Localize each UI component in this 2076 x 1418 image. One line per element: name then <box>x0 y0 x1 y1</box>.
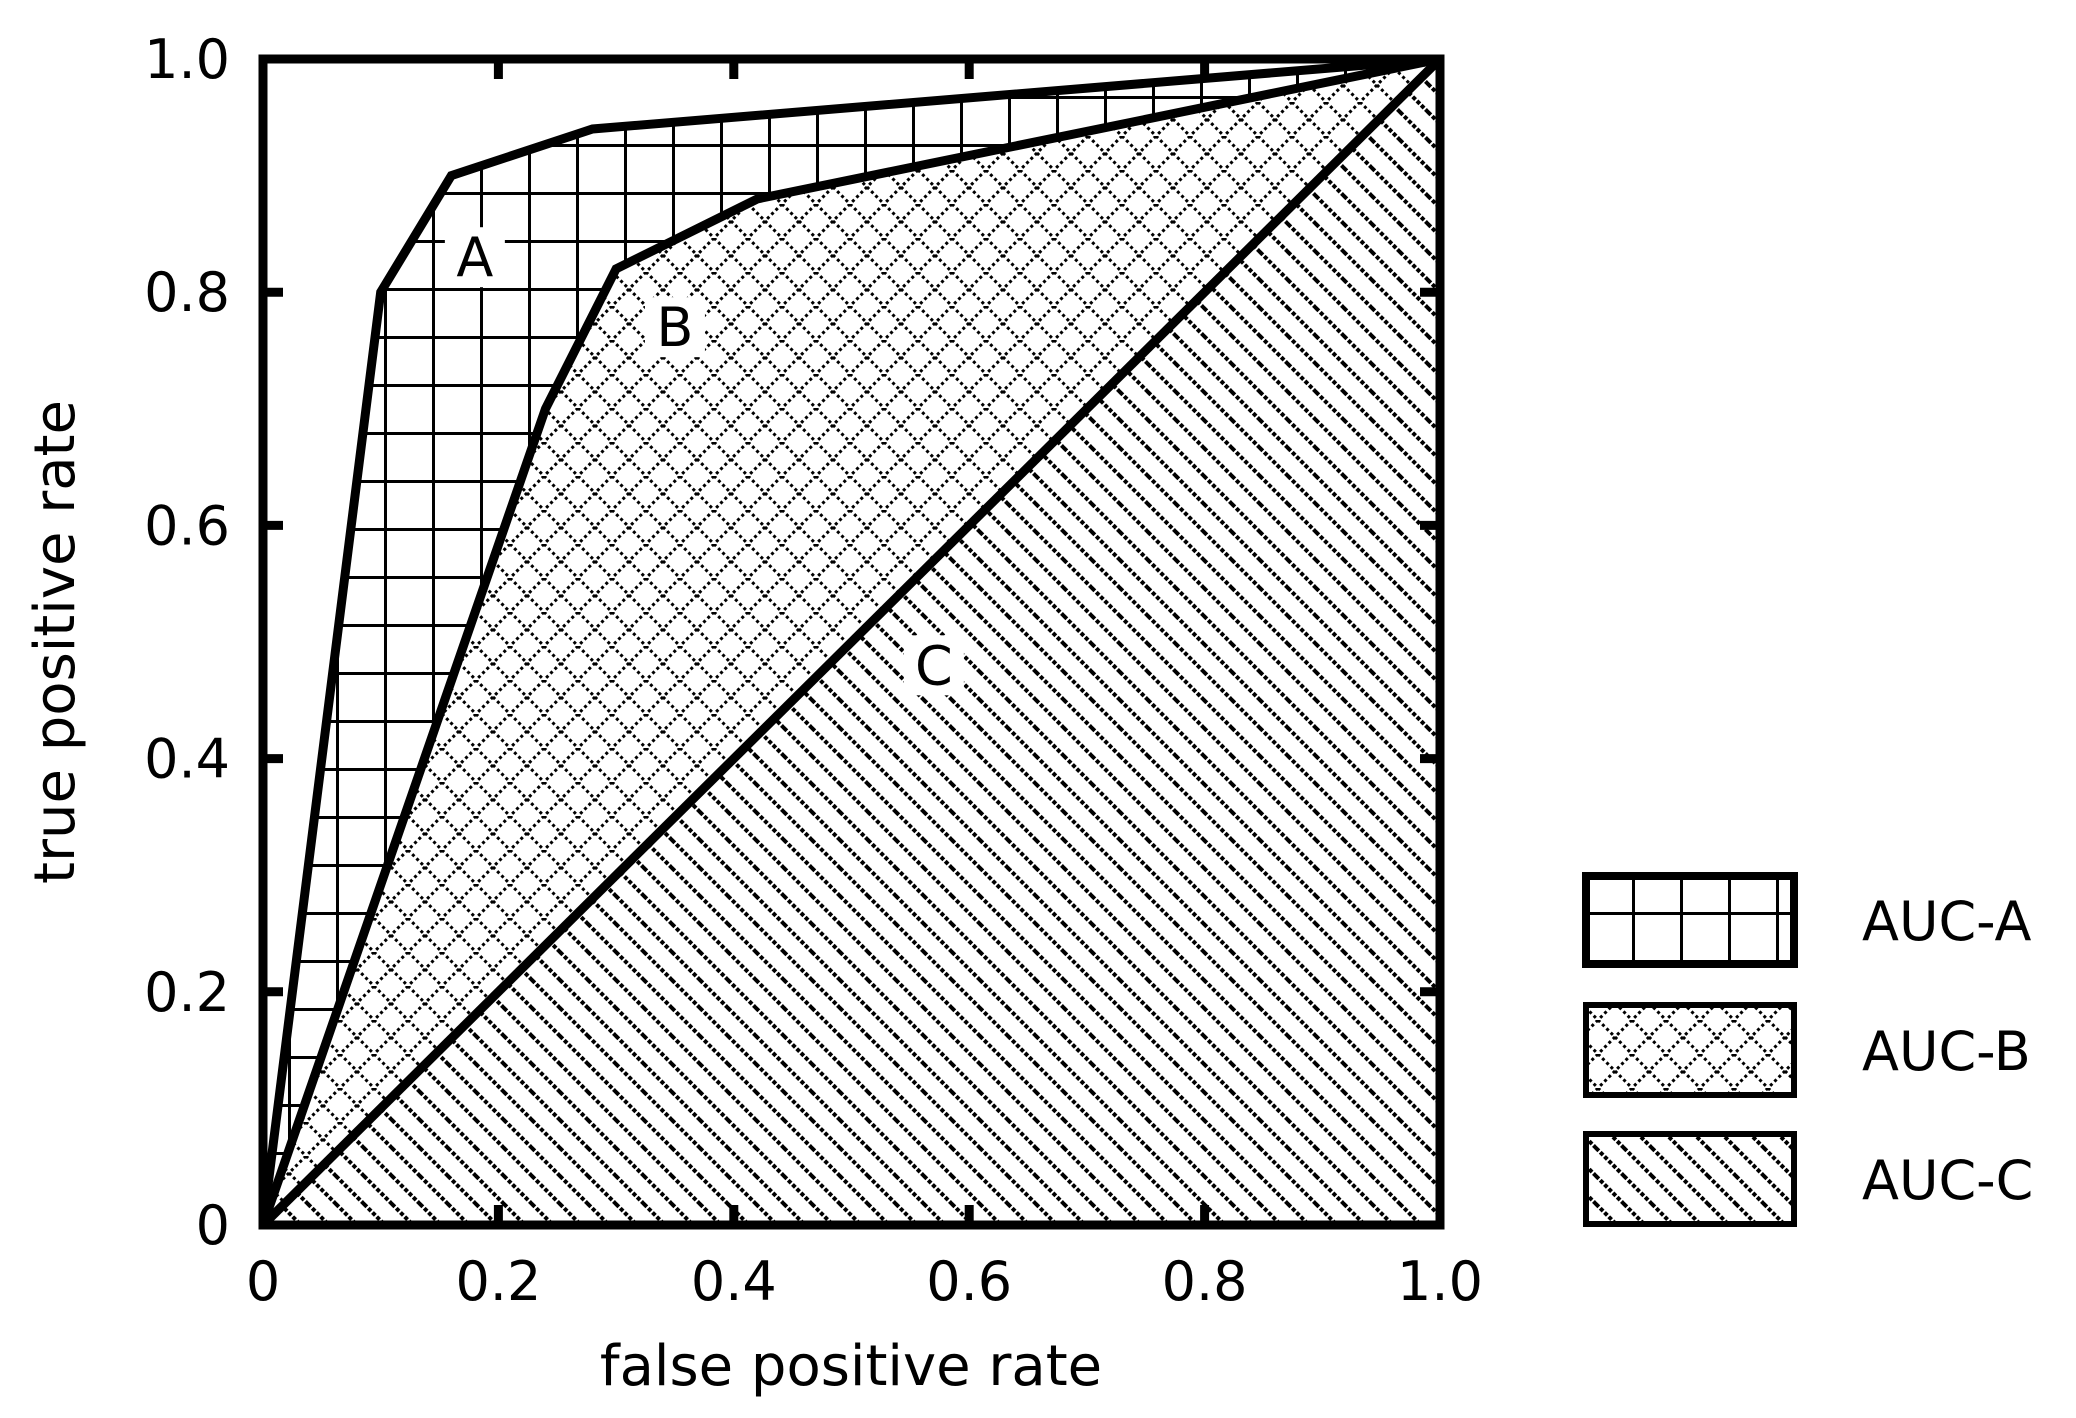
x-tick-label: 0.6 <box>926 1250 1012 1313</box>
y-tick-label: 0.8 <box>144 261 230 324</box>
curve-lines <box>258 54 1444 1229</box>
y-axis-title: true positive rate <box>23 400 88 884</box>
legend: AUC-A AUC-B AUC-C <box>1582 872 2033 1227</box>
region-labels: A B C <box>444 226 964 697</box>
tick-marks <box>263 59 1440 1225</box>
region-label-c: C <box>915 634 953 697</box>
curve-line-auc-a <box>258 54 1441 1226</box>
region-label-a: A <box>456 226 493 289</box>
region-label-bg-b <box>644 297 705 358</box>
legend-label-auc-c: AUC-C <box>1862 1149 2033 1212</box>
x-tick-label: 0.2 <box>455 1250 541 1313</box>
x-tick-labels: 0 0.2 0.4 0.6 0.8 1.0 <box>246 1250 1483 1313</box>
curve-line-auc-c <box>259 55 1444 1229</box>
x-axis-title: false positive rate <box>600 1334 1102 1399</box>
plot-frame <box>258 54 1445 1230</box>
y-tick-label: 0.2 <box>144 961 230 1024</box>
x-tick-label: 1.0 <box>1397 1250 1483 1313</box>
region-label-bg-c <box>903 635 964 696</box>
region-label-b: B <box>656 296 693 359</box>
curve-line-auc-b <box>258 54 1441 1227</box>
legend-swatch-auc-a <box>1582 872 1798 968</box>
y-tick-label: 0.6 <box>144 494 230 557</box>
y-tick-label: 0 <box>196 1194 230 1257</box>
y-tick-labels: 0 0.2 0.4 0.6 0.8 1.0 <box>144 28 230 1257</box>
legend-swatch-auc-c <box>1583 1131 1797 1227</box>
x-tick-label: 0.4 <box>691 1250 777 1313</box>
legend-label-auc-a: AUC-A <box>1862 890 2031 953</box>
legend-swatch-auc-b <box>1583 1002 1797 1098</box>
x-tick-label: 0.8 <box>1162 1250 1248 1313</box>
region-label-bg-a <box>444 227 505 288</box>
x-tick-label: 0 <box>246 1250 280 1313</box>
legend-label-auc-b: AUC-B <box>1862 1020 2031 1083</box>
y-tick-label: 1.0 <box>144 28 230 91</box>
y-tick-label: 0.4 <box>144 728 230 791</box>
